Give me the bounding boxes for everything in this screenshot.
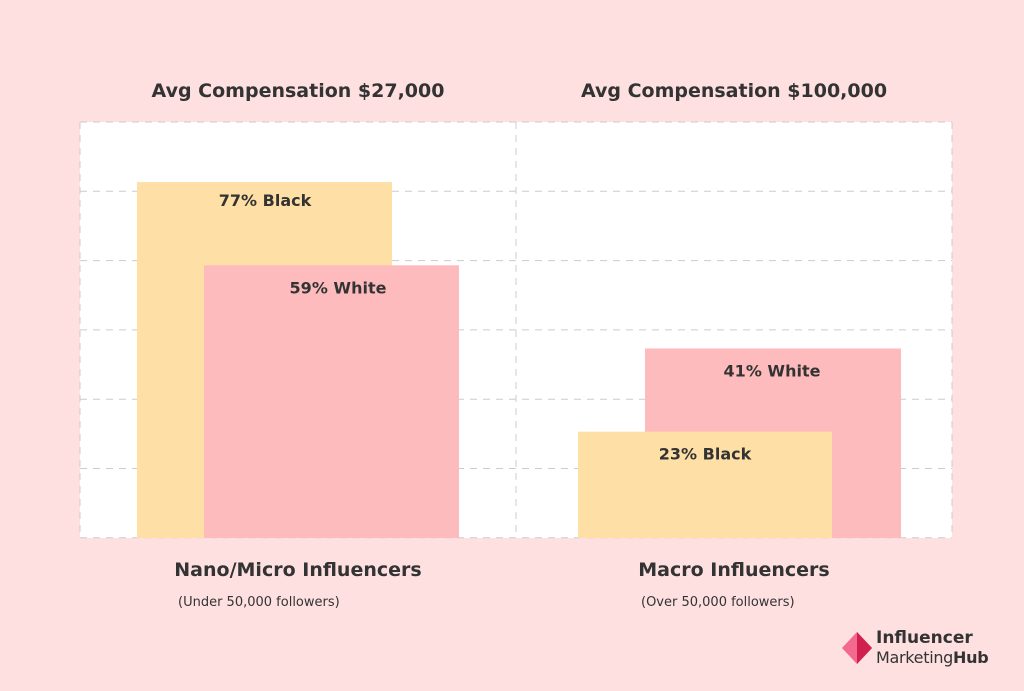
labels: Avg Compensation $27,000 77% Black 59% Whi… <box>152 80 888 610</box>
group-title: Avg Compensation $27,000 <box>152 80 445 102</box>
bar-label: 23% Black <box>659 445 752 464</box>
group-name: Nano/Micro Influencers <box>174 559 421 581</box>
logo-line2a: Marketing <box>876 648 954 667</box>
bars <box>137 182 901 539</box>
logo-line1: Influencer <box>876 628 973 648</box>
diamond-logo-icon <box>842 632 872 664</box>
bar <box>204 265 459 538</box>
logo-line2: MarketingHub <box>876 648 989 667</box>
group-title: Avg Compensation $100,000 <box>581 80 887 102</box>
bar-label: 77% Black <box>219 191 312 210</box>
influencer-marketing-hub-logo: Influencer MarketingHub <box>840 628 1010 672</box>
bar-label: 41% White <box>724 361 821 380</box>
group-name: Macro Influencers <box>638 559 829 581</box>
group-subtitle: (Under 50,000 followers) <box>178 595 340 610</box>
bar <box>578 431 832 538</box>
bar-label: 59% White <box>290 278 387 297</box>
logo-line2b: Hub <box>953 648 989 667</box>
group-subtitle: (Over 50,000 followers) <box>641 595 795 610</box>
